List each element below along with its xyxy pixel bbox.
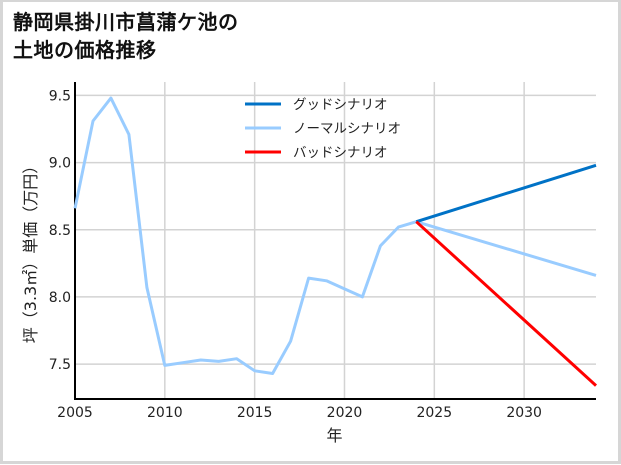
y-axis-label: 坪（3.3㎡）単価（万円） [21, 158, 40, 343]
x-tick-label: 2030 [506, 405, 542, 421]
x-tick-label: 2025 [416, 405, 452, 421]
x-tick-label: 2020 [327, 405, 363, 421]
y-tick-label: 9.0 [49, 156, 71, 172]
x-axis-label: 年 [326, 426, 342, 445]
y-tick-label: 8.5 [49, 223, 71, 239]
x-tick-label: 2005 [57, 405, 93, 421]
y-tick-label: 7.5 [49, 357, 71, 373]
legend-label: ノーマルシナリオ [293, 121, 401, 137]
series-line-2 [415, 220, 598, 387]
y-tick-label: 9.5 [49, 88, 71, 104]
series-line-0 [415, 163, 597, 224]
title-line-1: 静岡県掛川市菖蒲ケ池の [13, 10, 239, 34]
legend-label: グッドシナリオ [293, 97, 388, 113]
y-tick-label: 8.0 [49, 290, 71, 306]
chart-title: 静岡県掛川市菖蒲ケ池の 土地の価格推移 [13, 8, 239, 64]
title-line-2: 土地の価格推移 [13, 38, 157, 62]
x-tick-label: 2015 [237, 405, 273, 421]
x-tick-label: 2010 [147, 405, 183, 421]
legend-label: バッドシナリオ [293, 145, 388, 161]
series-line-1 [73, 96, 597, 375]
